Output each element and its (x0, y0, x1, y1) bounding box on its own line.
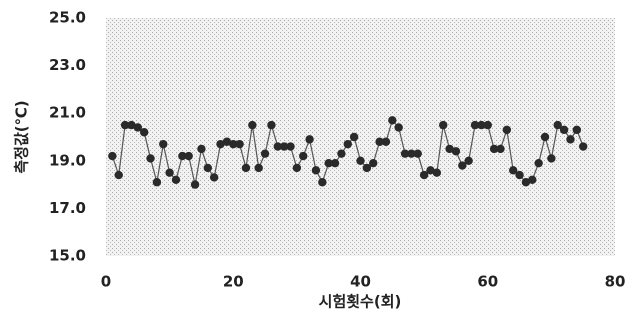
data-point (292, 163, 302, 173)
data-point (197, 144, 206, 154)
data-point (502, 125, 512, 135)
data-point (388, 116, 397, 125)
data-point (139, 128, 149, 137)
data-point (445, 144, 454, 154)
data-point (286, 142, 295, 151)
data-point (413, 149, 422, 158)
data-point (572, 125, 582, 135)
data-point (108, 151, 117, 161)
data-point (528, 175, 537, 185)
x-axis-label: 시험횟수(회) (319, 293, 402, 311)
data-point (190, 180, 200, 189)
x-tick-label: 20 (223, 273, 244, 291)
data-point (305, 135, 314, 144)
data-point (120, 120, 130, 130)
y-tick-label: 21.0 (49, 104, 86, 122)
data-point (381, 137, 391, 146)
data-point (566, 135, 575, 144)
y-axis-label: 측정값(℃) (13, 100, 31, 173)
x-tick-label: 80 (605, 273, 626, 291)
y-tick-label: 17.0 (49, 199, 86, 217)
data-point (477, 120, 486, 130)
data-point (534, 158, 543, 168)
data-point (229, 139, 238, 149)
y-tick-label: 23.0 (49, 56, 86, 74)
data-point (458, 161, 467, 170)
data-point (241, 163, 251, 173)
data-point (260, 149, 270, 158)
data-point (394, 123, 403, 132)
y-tick-label: 25.0 (49, 9, 86, 27)
data-point (222, 137, 232, 146)
data-point (515, 170, 524, 180)
data-point (553, 120, 562, 130)
data-point (578, 142, 588, 151)
data-point (489, 144, 499, 154)
x-tick-label: 0 (101, 273, 111, 291)
data-point (439, 120, 448, 130)
data-point (521, 178, 531, 187)
y-tick-label: 19.0 (49, 151, 86, 169)
data-point (407, 149, 416, 158)
data-point (483, 120, 492, 130)
data-point (248, 120, 257, 130)
data-point (400, 149, 410, 158)
data-point (184, 151, 193, 161)
data-point (464, 156, 473, 165)
data-point (133, 123, 143, 132)
data-point (216, 139, 225, 149)
data-point (203, 163, 212, 173)
data-point (432, 168, 442, 177)
data-point (547, 154, 556, 163)
data-point (419, 170, 429, 180)
data-point (178, 151, 187, 161)
data-point (152, 178, 162, 187)
data-point (337, 149, 346, 158)
data-point (509, 166, 518, 175)
data-point (165, 168, 174, 177)
data-point (159, 139, 168, 149)
x-tick-label: 60 (477, 273, 498, 291)
data-point (349, 132, 359, 142)
data-point (451, 147, 461, 156)
data-point (369, 158, 378, 168)
data-point (362, 163, 372, 173)
data-point (559, 125, 569, 135)
data-point (330, 158, 340, 168)
data-point (279, 142, 289, 151)
data-point (114, 170, 123, 180)
data-point (343, 139, 352, 149)
data-point (267, 120, 276, 130)
data-point (324, 158, 333, 168)
data-point (311, 166, 321, 175)
data-point (375, 137, 384, 146)
data-point (273, 142, 282, 151)
data-point (146, 154, 155, 163)
data-point (356, 156, 365, 165)
data-point (426, 166, 435, 175)
y-tick-label: 15.0 (49, 247, 86, 265)
data-point (318, 178, 327, 187)
plot-area (106, 18, 615, 256)
data-point (470, 120, 480, 130)
data-point (235, 139, 244, 149)
data-point (496, 144, 505, 154)
data-point (254, 163, 263, 173)
data-point (171, 175, 181, 185)
data-point (127, 120, 136, 130)
data-point (209, 173, 219, 182)
data-point (540, 132, 550, 142)
data-point (299, 151, 308, 161)
x-tick-label: 40 (350, 273, 371, 291)
